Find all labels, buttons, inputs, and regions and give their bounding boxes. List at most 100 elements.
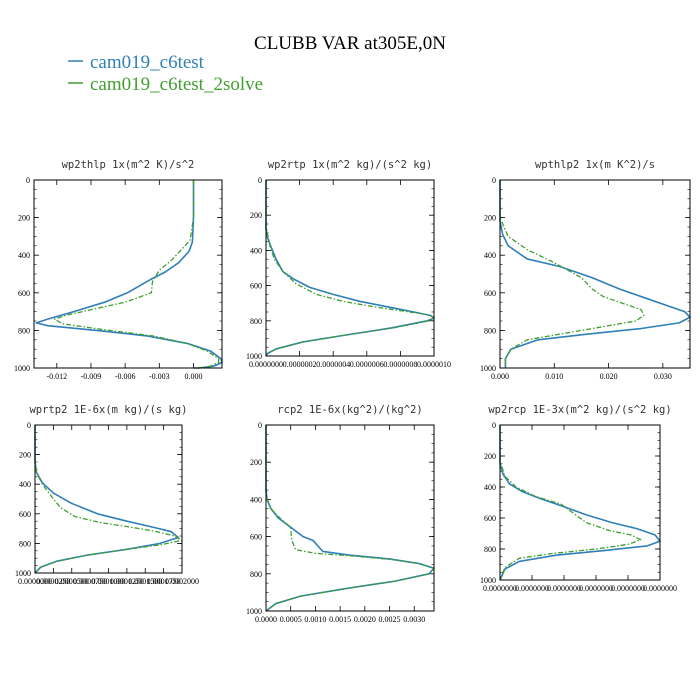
- y-tick-label: 200: [484, 452, 496, 461]
- x-tick-label: -0.003: [149, 372, 170, 381]
- y-tick-label: 800: [484, 326, 496, 335]
- x-tick-label: 0.0002000: [165, 577, 199, 586]
- panel-1: wp2thlp 1x(m^2 K)/s^2 0 200 400 600 800 1000 -0…: [14, 159, 223, 381]
- x-tick-label: 0.0000000: [515, 584, 549, 593]
- x-tick-label: 0.0000: [255, 615, 277, 624]
- x-tick-label: 0.0000000: [483, 584, 517, 593]
- x-tick-label: 0.0000000: [611, 584, 645, 593]
- x-tick-label: -0.012: [46, 372, 67, 381]
- series-line-cam019-c6test-2solve: [53, 180, 220, 369]
- y-tick-label: 200: [19, 451, 31, 460]
- plot-frame: [499, 179, 691, 369]
- y-tick-label: 800: [18, 326, 30, 335]
- series-line-cam019-c6test-2solve: [499, 180, 645, 368]
- y-tick-label: 200: [18, 214, 30, 223]
- legend-label-2: cam019_c6test_2solve: [90, 74, 263, 95]
- panel-title: rcp2 1E-6x(kg^2)/(kg^2): [277, 404, 422, 416]
- y-tick-label: 0: [258, 421, 262, 430]
- series-line-cam019-c6test: [499, 425, 661, 581]
- x-tick-label: 0.010: [545, 372, 563, 381]
- x-tick-label: 0.020: [600, 372, 618, 381]
- y-tick-label: 400: [18, 251, 30, 260]
- panel-5: rcp2 1E-6x(kg^2)/(kg^2) 0 200 400 600 800 1000…: [246, 404, 435, 624]
- x-tick-label: 0.0015: [329, 615, 351, 624]
- x-tick-label: 0.0030: [403, 615, 425, 624]
- legend: cam019_c6test cam019_c6test_2solve: [68, 52, 263, 95]
- plot-frame: [265, 424, 435, 612]
- plot-frame: [34, 424, 183, 574]
- y-tick-label: 0: [258, 176, 262, 185]
- y-tick-label: 800: [19, 539, 31, 548]
- plot-frame: [265, 179, 435, 357]
- y-tick-label: 400: [484, 483, 496, 492]
- x-tick-label: 0.0000750: [73, 577, 107, 586]
- panel-3: wpthlp2 1x(m K^2)/s 0 200 400 600 800 10000.00…: [480, 159, 691, 381]
- series-line-cam019-c6test-2solve: [265, 425, 435, 612]
- y-tick-label: 600: [250, 533, 262, 542]
- panel-grid: wp2thlp 1x(m^2 K)/s^2 0 200 400 600 800 1000 -0…: [14, 159, 691, 624]
- panel-2: wp2rtp 1x(m^2 kg)/(s^2 kg) 0 200 400 600 800 1…: [246, 159, 451, 369]
- y-tick-label: 1000: [246, 352, 262, 361]
- series-line-cam019-c6test-2solve: [34, 425, 183, 574]
- x-tick-label: 0.0001500: [128, 577, 162, 586]
- y-tick-label: 1000: [480, 364, 496, 373]
- y-tick-label: 600: [250, 282, 262, 291]
- y-tick-label: 400: [484, 251, 496, 260]
- x-tick-label: 0.0010: [304, 615, 326, 624]
- y-tick-label: 1000: [14, 364, 30, 373]
- x-tick-label: 0.0001000: [92, 577, 126, 586]
- y-tick-label: 400: [250, 246, 262, 255]
- y-tick-label: 1000: [480, 576, 496, 585]
- panel-title: wpthlp2 1x(m K^2)/s: [535, 159, 655, 171]
- y-tick-label: 200: [250, 211, 262, 220]
- panel-6: wp2rcp 1E-3x(m^2 kg)/(s^2 kg) 0 200 400 600 8…: [480, 404, 677, 593]
- y-tick-label: 0: [27, 421, 31, 430]
- y-tick-label: 400: [250, 495, 262, 504]
- x-tick-label: 0.0000000: [579, 584, 613, 593]
- x-tick-label: 0.0000004: [316, 360, 350, 369]
- y-tick-label: 0: [492, 176, 496, 185]
- series-line-cam019-c6test: [265, 425, 435, 612]
- x-tick-label: 0.0020: [354, 615, 376, 624]
- plot-frame: [33, 179, 223, 369]
- y-tick-label: 600: [484, 289, 496, 298]
- figure-title: CLUBB VAR at305E,0N: [254, 33, 446, 54]
- y-tick-label: 1000: [15, 569, 31, 578]
- x-tick-label: 0.000: [491, 372, 509, 381]
- y-tick-label: 600: [18, 289, 30, 298]
- series-line-cam019-c6test: [265, 180, 435, 357]
- x-tick-label: 0.0000000: [249, 360, 283, 369]
- plot-frame: [499, 424, 661, 581]
- x-tick-label: 0.000: [185, 372, 203, 381]
- panel-4: wprtp2 1E-6x(m kg)/(s kg) 0 200 400 600 800 10…: [15, 404, 199, 586]
- series-line-cam019-c6test: [35, 180, 223, 369]
- x-tick-label: 0.0000250: [36, 577, 70, 586]
- x-tick-label: -0.009: [81, 372, 102, 381]
- x-tick-label: 0.0025: [379, 615, 401, 624]
- x-tick-label: -0.006: [115, 372, 136, 381]
- series-line-cam019-c6test: [34, 425, 180, 574]
- x-tick-label: 0.0000002: [283, 360, 317, 369]
- y-tick-label: 800: [250, 317, 262, 326]
- series-line-cam019-c6test: [499, 180, 691, 368]
- series-line-cam019-c6test-2solve: [499, 425, 642, 581]
- legend-label-1: cam019_c6test: [90, 52, 205, 73]
- y-tick-label: 400: [19, 480, 31, 489]
- x-tick-label: 0.0000000: [18, 577, 52, 586]
- y-tick-label: 200: [250, 458, 262, 467]
- y-tick-label: 0: [26, 176, 30, 185]
- x-tick-label: 0.0000000: [643, 584, 677, 593]
- x-tick-label: 0.030: [654, 372, 672, 381]
- x-tick-label: 0.0000006: [350, 360, 384, 369]
- y-tick-label: 800: [484, 545, 496, 554]
- x-tick-label: 0.0000500: [55, 577, 89, 586]
- panel-title: wp2rtp 1x(m^2 kg)/(s^2 kg): [268, 159, 432, 171]
- panel-title: wp2thlp 1x(m^2 K)/s^2: [62, 159, 195, 171]
- y-tick-label: 600: [19, 510, 31, 519]
- y-tick-label: 800: [250, 570, 262, 579]
- x-tick-label: 0.0000000: [547, 584, 581, 593]
- series-line-cam019-c6test-2solve: [265, 180, 435, 357]
- x-tick-label: 0.0001750: [147, 577, 181, 586]
- panel-title: wprtp2 1E-6x(m kg)/(s kg): [29, 404, 187, 416]
